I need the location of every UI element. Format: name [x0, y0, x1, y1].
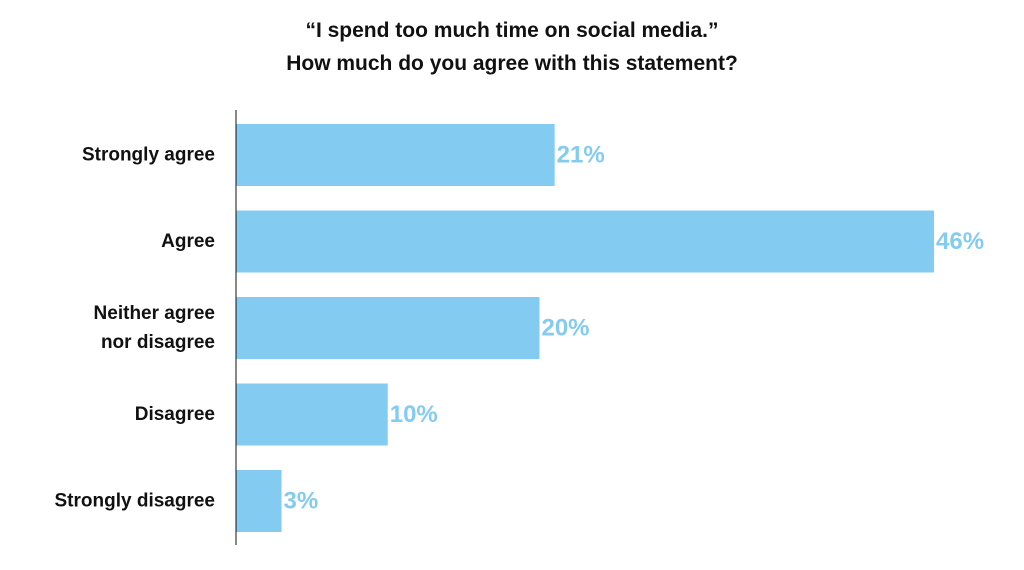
value-label-1: 46%: [936, 228, 984, 255]
value-label-0: 21%: [557, 142, 605, 169]
value-label-4: 3%: [284, 488, 319, 515]
bar-4: [236, 470, 282, 532]
category-label-0-0: Strongly agree: [82, 145, 215, 166]
value-label-2: 20%: [541, 315, 589, 342]
category-label-2-1: nor disagree: [101, 332, 215, 353]
chart-title-block: “I spend too much time on social media.”…: [0, 14, 1024, 80]
bar-0: [236, 124, 555, 186]
bar-3: [236, 383, 388, 446]
category-label-1-0: Agree: [161, 231, 215, 252]
category-label-3-0: Disagree: [135, 404, 215, 425]
chart-subtitle: How much do you agree with this statemen…: [286, 52, 738, 75]
bar-2: [236, 297, 540, 359]
value-labels-group: 21% 46% 20% 10% 3%: [284, 142, 985, 515]
category-label-2-0: Neither agree: [94, 303, 215, 324]
category-labels-group: Strongly agree Agree Neither agree nor disa…: [55, 145, 216, 512]
category-label-4-0: Strongly disagree: [55, 491, 216, 512]
bar-1: [236, 210, 934, 273]
value-label-3: 10%: [390, 401, 438, 428]
bars-group: [236, 124, 934, 532]
chart-title: “I spend too much time on social media.”: [305, 19, 719, 42]
